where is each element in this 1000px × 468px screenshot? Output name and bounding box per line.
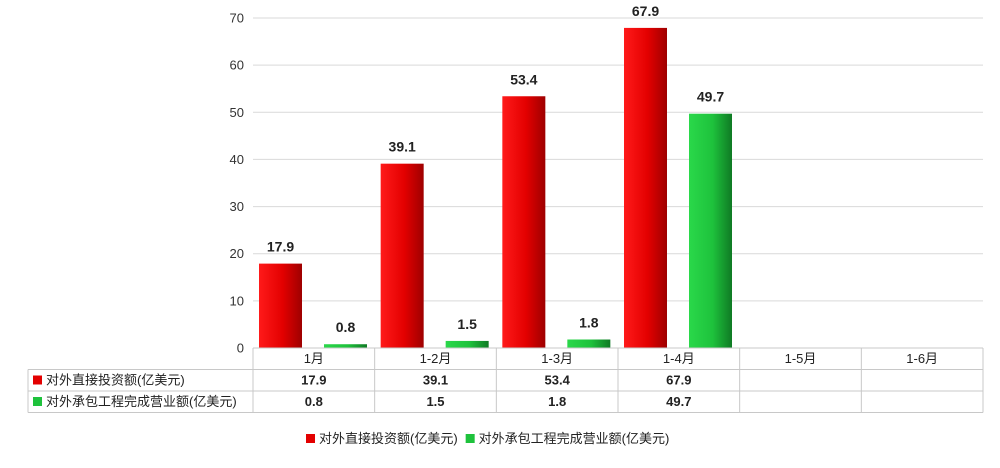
bar-contracting-3 — [689, 113, 732, 348]
table-cell: 67.9 — [666, 373, 691, 388]
table-cell: 39.1 — [423, 373, 448, 388]
y-tick-label: 40 — [230, 152, 244, 167]
y-tick-label: 30 — [230, 199, 244, 214]
y-tick-label: 0 — [237, 341, 244, 356]
category-label: 1月 — [304, 351, 324, 366]
data-label: 1.8 — [579, 315, 599, 331]
bar-contracting-0 — [324, 344, 367, 348]
bar-contracting-2 — [567, 339, 611, 348]
y-tick-label: 20 — [230, 246, 244, 261]
legend-swatch — [465, 434, 475, 443]
bar-investment-3 — [624, 27, 667, 349]
data-label: 39.1 — [389, 139, 416, 155]
bar-investment-1 — [380, 163, 424, 348]
category-label: 1-4月 — [663, 351, 695, 366]
legend-label: 对外承包工程完成营业额(亿美元) — [479, 431, 670, 446]
table-cell: 17.9 — [301, 373, 326, 388]
data-label: 0.8 — [336, 319, 356, 335]
y-axis-ticks: 0 10 20 30 40 50 60 70 — [230, 11, 244, 356]
y-tick-label: 70 — [230, 11, 244, 26]
y-tick-label: 50 — [230, 105, 244, 120]
gridlines — [253, 17, 983, 349]
data-labels: 17.9 39.1 53.4 67.9 0.8 1.5 1.8 49.7 — [267, 3, 724, 335]
data-label: 53.4 — [510, 71, 537, 87]
table-series-label: 对外直接投资额(亿美元) — [46, 373, 185, 388]
table-legend-key — [33, 397, 42, 406]
legend: 对外直接投资额(亿美元) 对外承包工程完成营业额(亿美元) — [306, 431, 669, 446]
y-tick-label: 10 — [230, 293, 244, 308]
data-label: 49.7 — [697, 89, 724, 105]
data-label: 67.9 — [632, 3, 659, 19]
data-label: 17.9 — [267, 239, 294, 255]
bar-contracting-1 — [445, 340, 489, 348]
legend-label: 对外直接投资额(亿美元) — [319, 431, 458, 446]
table-cell: 0.8 — [305, 394, 323, 409]
category-label: 1-5月 — [785, 351, 817, 366]
table-cell: 1.8 — [548, 394, 566, 409]
category-label: 1-6月 — [906, 351, 938, 366]
category-label: 1-3月 — [541, 351, 573, 366]
table-series-label: 对外承包工程完成营业额(亿美元) — [46, 394, 237, 409]
bars — [259, 27, 732, 349]
data-label: 1.5 — [457, 316, 477, 332]
y-tick-label: 60 — [230, 58, 244, 73]
bar-investment-2 — [502, 96, 546, 348]
table-legend-key — [33, 375, 42, 385]
table-cell: 53.4 — [545, 373, 571, 388]
category-label: 1-2月 — [420, 351, 452, 366]
table-cell: 1.5 — [426, 394, 444, 409]
bar-investment-0 — [259, 263, 302, 348]
table-cell: 49.7 — [666, 394, 691, 409]
legend-swatch — [306, 434, 315, 443]
